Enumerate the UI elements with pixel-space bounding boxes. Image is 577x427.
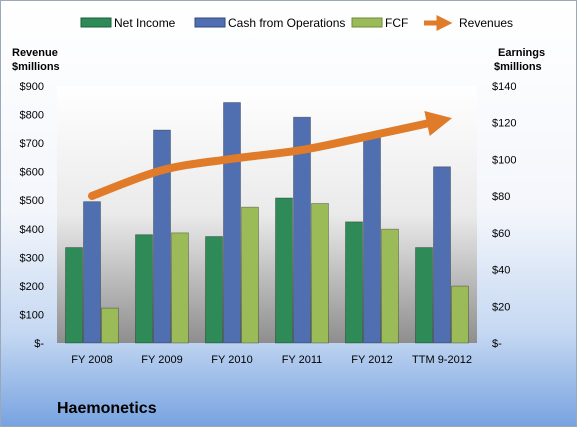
legend-label-fcf: FCF <box>385 16 408 30</box>
bar-fcf <box>381 228 399 344</box>
bar-fcf <box>241 206 259 344</box>
bar-cash-from-operations <box>293 116 311 344</box>
right-tick-label: $60 <box>492 228 510 240</box>
bars <box>65 102 469 344</box>
bar-fcf <box>101 307 119 344</box>
bar-fcf <box>451 285 469 344</box>
right-tick-label: $80 <box>492 191 510 203</box>
category-label: FY 2008 <box>71 354 112 366</box>
legend-label-cash-from-operations: Cash from Operations <box>228 16 345 30</box>
legend-label-revenues: Revenues <box>459 16 513 30</box>
right-tick-label: $40 <box>492 265 510 277</box>
legend-label-net-income: Net Income <box>114 16 176 30</box>
right-axis: $- $20 $40 $60 $80 $100 $120 $140 <box>492 81 516 350</box>
bar-cash-from-operations <box>433 166 451 344</box>
right-tick-label: $140 <box>492 81 516 93</box>
revenue-series <box>88 111 453 200</box>
company-title: Haemonetics <box>57 400 157 417</box>
right-tick-label: $120 <box>492 118 516 130</box>
left-tick-label: $500 <box>20 195 44 207</box>
legend-swatch-net-income <box>80 17 112 28</box>
bar-net-income <box>415 247 433 344</box>
bar-net-income <box>275 197 293 344</box>
bar-net-income <box>135 234 153 344</box>
bar-net-income <box>65 247 83 344</box>
right-axis-title-line1: Earnings <box>498 47 545 59</box>
left-axis-title-line1: Revenue <box>12 47 58 59</box>
category-label: TTM 9-2012 <box>412 354 472 366</box>
left-axis: $- $100 $200 $300 $400 $500 $600 $700 $800 $900 <box>20 81 45 350</box>
bar-fcf <box>171 232 189 344</box>
bar-cash-from-operations <box>363 133 381 344</box>
left-tick-label: $- <box>34 338 44 350</box>
left-tick-label: $400 <box>20 224 44 236</box>
right-tick-label: $- <box>492 338 502 350</box>
right-axis-title-line2: $millions <box>494 61 542 73</box>
revenues-line <box>88 111 453 200</box>
category-label: FY 2011 <box>282 354 323 366</box>
right-tick-label: $100 <box>492 154 516 166</box>
category-label: FY 2010 <box>211 354 252 366</box>
left-tick-label: $300 <box>20 252 44 264</box>
left-tick-label: $100 <box>20 309 44 321</box>
left-tick-label: $600 <box>20 167 44 179</box>
bar-cash-from-operations <box>83 201 101 344</box>
category-axis: FY 2008 FY 2009 FY 2010 FY 2011 FY 2012 TTM 9… <box>71 354 472 366</box>
right-tick-label: $20 <box>492 301 510 313</box>
category-label: FY 2012 <box>351 354 392 366</box>
bar-cash-from-operations <box>153 129 171 344</box>
legend-swatch-fcf <box>351 17 383 28</box>
left-tick-label: $700 <box>20 138 44 150</box>
bar-net-income <box>205 236 223 344</box>
left-tick-label: $800 <box>20 110 44 122</box>
left-tick-label: $900 <box>20 81 44 93</box>
bar-fcf <box>311 203 329 344</box>
left-axis-title-line2: $millions <box>12 61 60 73</box>
bar-cash-from-operations <box>223 102 241 344</box>
bar-net-income <box>345 221 363 344</box>
legend-swatch-cash-from-operations <box>194 17 226 28</box>
legend: Net Income Cash from Operations FCF Reve… <box>80 14 513 32</box>
left-tick-label: $200 <box>20 281 44 293</box>
category-label: FY 2009 <box>141 354 182 366</box>
